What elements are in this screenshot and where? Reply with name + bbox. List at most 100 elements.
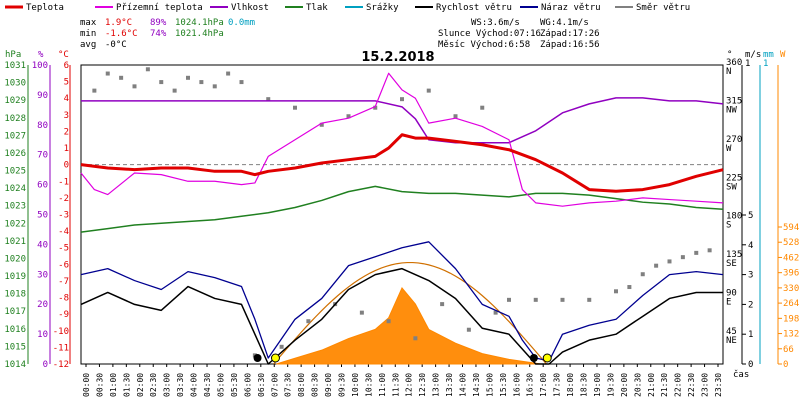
wind-direction-point [145, 67, 150, 72]
sun-moon-markers [253, 353, 552, 363]
x-tick-label: 18:00 [566, 373, 575, 397]
temp-tick-label: 0 [64, 161, 69, 171]
temp-tick-label: -1 [58, 177, 69, 187]
temp-tick-label: 6 [64, 61, 69, 71]
hpa-tick-label: 1018 [4, 290, 26, 300]
stats-max-rain: 0.0mm [228, 18, 255, 28]
wind-direction-point [119, 75, 124, 80]
wind-direction-point [105, 71, 110, 76]
ms-top-tick: 1 [745, 59, 750, 69]
hpa-tick-label: 1023 [4, 202, 26, 212]
wind-direction-point [266, 97, 271, 102]
hum-tick-label: 40 [37, 240, 48, 250]
hum-tick-label: 30 [37, 270, 48, 280]
stats-max-hum: 89% [150, 18, 167, 28]
hpa-tick-label: 1021 [4, 237, 26, 247]
dir-tick-deg: 45 [726, 327, 737, 337]
dir-tick-compass: SW [726, 182, 737, 192]
x-tick-label: 01:30 [122, 373, 131, 397]
stats-min-temp: -1.6°C [105, 29, 138, 39]
x-tick-label: 10:30 [364, 373, 373, 397]
wind-direction-point [186, 75, 190, 80]
stats-max-press: 1024.1hPa [175, 18, 224, 28]
x-tick-label: 04:00 [190, 373, 199, 397]
wind-direction-point [480, 105, 485, 110]
axis-unit-mm: mm [763, 50, 774, 60]
x-tick-label: 00:00 [82, 373, 91, 397]
sunrise-marker [270, 353, 280, 363]
hpa-tick-label: 1031 [4, 61, 26, 71]
x-tick-label: 14:30 [472, 373, 481, 397]
temp-tick-label: -10 [53, 327, 69, 337]
hpa-tick-label: 1028 [4, 114, 26, 124]
plot-layer [80, 67, 724, 365]
wind-direction-point [92, 88, 97, 93]
w-tick-label: 0 [783, 360, 788, 370]
wind-direction-point [493, 310, 498, 315]
x-tick-label: 17:30 [553, 373, 562, 397]
chart-title: 15.2.2018 [361, 50, 434, 65]
wind-direction-point [319, 122, 324, 127]
stats-block: max 1.9°C 89% 1024.1hPa 0.0mm min -1.6°C… [80, 18, 255, 50]
x-tick-label: 03:00 [163, 373, 172, 397]
axis-unit-hpa: hPa [5, 50, 21, 60]
legend: Teplota Přízemní teplota Vlhkost Tlak Sr… [5, 3, 690, 13]
info-moonrise: Měsíc Východ:6:58 [438, 40, 530, 50]
moonset-marker [529, 354, 538, 362]
ms-tick-label: 4 [748, 241, 753, 251]
w-tick-label: 264 [783, 299, 799, 309]
hum-tick-label: 50 [37, 211, 48, 221]
x-tick-label: 19:30 [606, 373, 615, 397]
wind-direction-point [627, 285, 632, 290]
x-tick-label: 04:30 [203, 373, 212, 397]
series-wind-speed-line [80, 267, 723, 365]
x-tick-label: 05:30 [230, 373, 239, 397]
w-tick-label: 330 [783, 284, 799, 294]
hpa-tick-label: 1020 [4, 254, 26, 264]
axes-layer: 1031103010291028102710261025102410231022… [4, 58, 799, 397]
temp-tick-label: -3 [58, 211, 69, 221]
x-tick-label: 08:30 [311, 373, 320, 397]
hpa-tick-label: 1030 [4, 79, 26, 89]
hum-tick-label: 90 [37, 91, 48, 101]
x-tick-label: 12:00 [405, 373, 414, 397]
ms-tick-label: 3 [748, 271, 753, 281]
stats-avg-label: avg [80, 40, 96, 50]
temp-tick-label: 3 [64, 111, 69, 121]
ms-tick-label: 1 [748, 330, 753, 340]
x-tick-label: 23:00 [701, 373, 710, 397]
axis-unit-w: W [780, 50, 786, 60]
ms-tick-label: 0 [748, 360, 753, 370]
legend-label-smer-vetru: Směr větru [636, 3, 690, 13]
hpa-tick-label: 1022 [4, 219, 26, 229]
w-tick-label: 66 [783, 345, 794, 355]
x-tick-label: 22:00 [674, 373, 683, 397]
x-tick-label: 21:30 [660, 373, 669, 397]
legend-label-rychlost-vetru: Rychlost větru [436, 3, 512, 13]
wind-direction-point [507, 297, 511, 302]
legend-label-naraz-vetru: Náraz větru [541, 3, 601, 13]
mm-top-tick: 1 [763, 59, 768, 69]
hpa-tick-label: 1026 [4, 149, 26, 159]
x-tick-label: 05:00 [216, 373, 225, 397]
x-tick-label: 00:30 [95, 373, 104, 397]
x-tick-label: 09:00 [324, 373, 333, 397]
hpa-tick-label: 1016 [4, 325, 26, 335]
wind-direction-point [132, 84, 137, 89]
wind-direction-point [199, 80, 204, 85]
x-tick-label: 18:30 [580, 373, 589, 397]
legend-label-prizemni-teplota: Přízemní teplota [116, 3, 203, 13]
wind-direction-point [386, 319, 391, 324]
x-tick-label: 22:30 [687, 373, 696, 397]
hpa-tick-label: 1024 [4, 184, 26, 194]
x-tick-label: 19:00 [593, 373, 602, 397]
stats-max-temp: 1.9°C [105, 18, 132, 28]
x-tick-label: 07:00 [270, 373, 279, 397]
wind-direction-point [359, 310, 364, 315]
legend-item-prizemni-teplota: Přízemní teplota [95, 3, 203, 13]
x-tick-label: 17:00 [539, 373, 548, 397]
wind-direction-point [212, 84, 217, 89]
x-tick-label: 06:30 [257, 373, 266, 397]
stats-min-label: min [80, 29, 96, 39]
